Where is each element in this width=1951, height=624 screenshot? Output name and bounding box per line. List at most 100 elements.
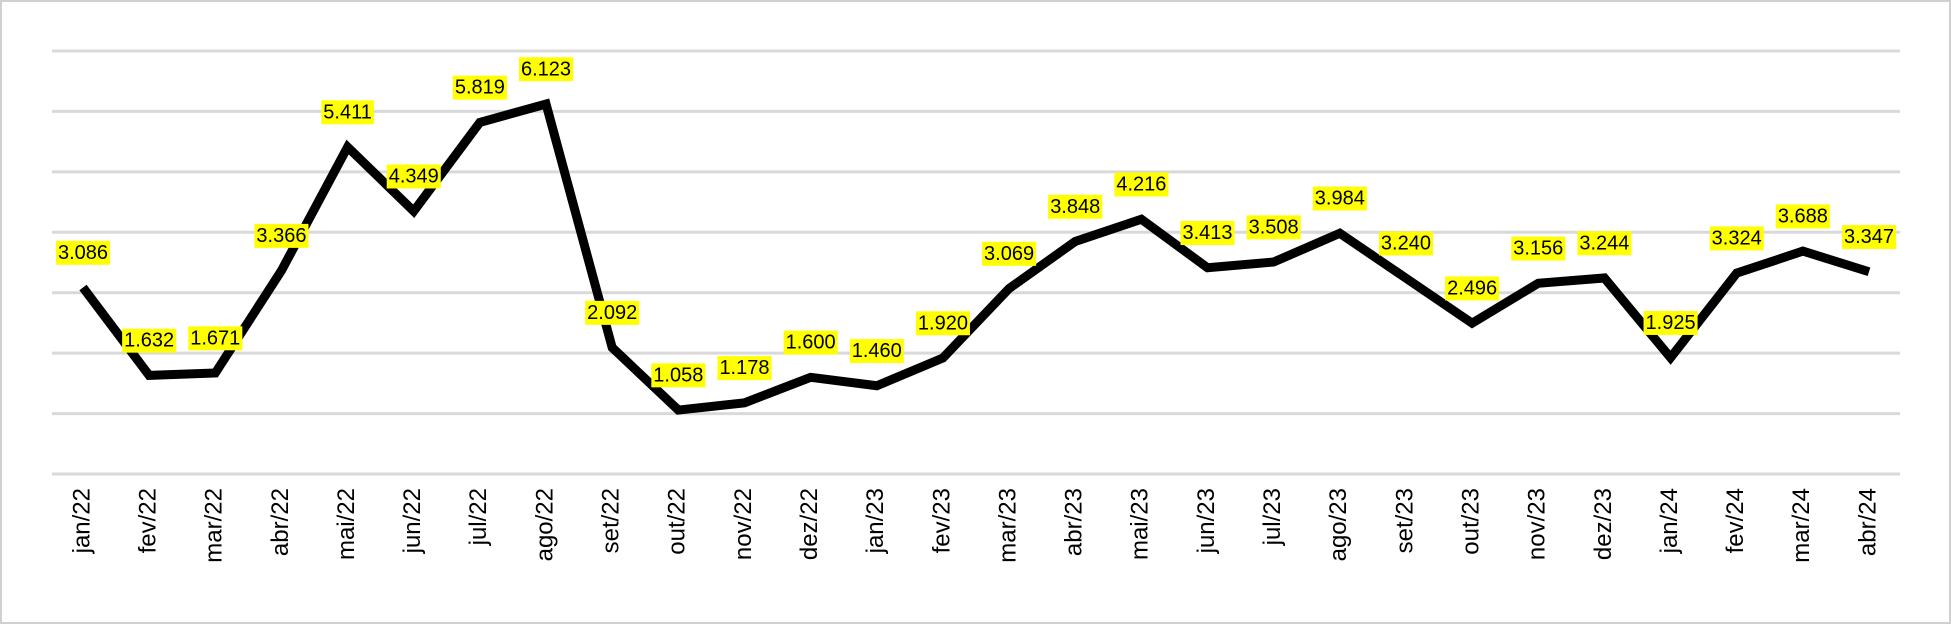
data-label-bg: [386, 164, 441, 189]
data-label-bg: [585, 300, 640, 325]
x-tick-label: jul/22: [465, 488, 492, 546]
x-tick-label: abr/23: [1061, 488, 1088, 556]
data-label-bg: [1180, 221, 1235, 246]
x-tick-label: out/23: [1457, 488, 1484, 555]
data-label-group: 6.123: [519, 57, 574, 82]
data-label-bg: [519, 57, 574, 82]
data-label-bg: [915, 311, 970, 336]
x-tick-label: set/23: [1391, 488, 1418, 553]
data-label: 1.632: [124, 330, 174, 352]
data-label-group: 3.069: [982, 241, 1037, 266]
data-label-group: 3.366: [254, 223, 309, 248]
data-label-group: 3.240: [1378, 231, 1433, 256]
x-tick-label: ago/23: [1325, 488, 1352, 561]
data-label-bg: [452, 75, 507, 100]
data-label-group: 2.496: [1445, 276, 1500, 301]
data-label: 3.347: [1844, 226, 1894, 248]
data-label-group: 3.347: [1841, 225, 1897, 250]
x-tick-label: mai/23: [1127, 488, 1154, 560]
data-label-group: 3.984: [1312, 186, 1367, 211]
x-tick-label: abr/24: [1854, 488, 1881, 556]
data-label-group: 1.632: [122, 328, 177, 353]
data-label-group: 3.413: [1180, 221, 1235, 246]
x-tick-label: abr/22: [267, 488, 294, 556]
x-tick-label: jan/23: [862, 488, 889, 554]
data-label-bg: [1378, 231, 1433, 256]
data-label-bg: [651, 363, 706, 388]
data-label-group: 5.411: [321, 100, 374, 125]
data-label: 3.086: [58, 242, 108, 264]
x-tick-label: jan/24: [1656, 488, 1683, 554]
data-label-bg: [1511, 236, 1566, 261]
data-label: 3.240: [1381, 232, 1431, 254]
x-tick-label: set/22: [598, 488, 625, 553]
data-label-bg: [1841, 225, 1897, 250]
data-label: 1.058: [653, 364, 703, 386]
x-tick-label: mar/23: [994, 488, 1021, 563]
data-label: 3.848: [1050, 196, 1100, 218]
x-tick-label: jul/23: [1259, 488, 1286, 546]
data-label: 4.216: [1116, 174, 1166, 196]
data-label: 3.413: [1182, 222, 1232, 244]
data-label: 1.460: [852, 340, 902, 362]
data-label-group: 1.058: [651, 363, 706, 388]
data-label-bg: [783, 330, 838, 355]
x-tick-label: mar/24: [1788, 488, 1815, 563]
data-label-group: 3.086: [55, 240, 111, 265]
x-tick-label: fev/23: [928, 488, 955, 553]
data-label: 3.984: [1315, 188, 1365, 210]
data-label-group: 4.216: [1114, 172, 1169, 197]
data-label-bg: [122, 328, 177, 353]
x-tick-label: dez/22: [796, 488, 823, 560]
data-label-group: 3.244: [1577, 231, 1632, 256]
data-label: 3.366: [256, 225, 306, 247]
data-label-bg: [1246, 215, 1301, 240]
data-label-group: 1.671: [188, 326, 243, 351]
data-label-group: 3.324: [1709, 226, 1764, 251]
data-label-bg: [1048, 194, 1103, 219]
data-label-group: 1.460: [849, 339, 904, 364]
data-label-bg: [1775, 204, 1830, 229]
data-label-bg: [982, 241, 1037, 266]
data-label-bg: [55, 240, 111, 265]
data-label: 3.244: [1579, 232, 1629, 254]
x-tick-label: jun/23: [1193, 488, 1220, 554]
data-label-group: 3.688: [1775, 204, 1830, 229]
data-label: 2.496: [1447, 277, 1497, 299]
x-tick-label: jan/22: [68, 488, 95, 554]
x-tick-label: fev/24: [1722, 488, 1749, 553]
data-label: 2.092: [587, 302, 637, 324]
data-label: 1.600: [786, 332, 836, 354]
data-label: 3.324: [1712, 227, 1762, 249]
data-label-bg: [717, 356, 772, 381]
data-label-group: 1.920: [915, 311, 970, 336]
data-label: 4.349: [389, 165, 439, 187]
data-label-group: 3.156: [1511, 236, 1566, 261]
x-tick-label: dez/23: [1590, 488, 1617, 560]
data-label: 3.156: [1513, 238, 1563, 260]
data-line: [79, 98, 1871, 415]
data-label: 3.508: [1249, 216, 1299, 238]
x-tick-label: mai/22: [333, 488, 360, 560]
data-label-bg: [1577, 231, 1632, 256]
data-label: 1.178: [719, 357, 769, 379]
data-label: 5.411: [323, 101, 372, 123]
data-label-bg: [254, 223, 309, 248]
data-label: 5.819: [455, 77, 505, 99]
data-label-bg: [1709, 226, 1764, 251]
data-label-group: 5.819: [452, 75, 507, 100]
x-tick-label: ago/22: [531, 488, 558, 561]
data-label-bg: [188, 326, 243, 351]
data-label: 6.123: [521, 58, 571, 80]
data-label: 1.925: [1646, 312, 1696, 334]
x-tick-label: nov/22: [730, 488, 757, 560]
x-tick-label: out/22: [664, 488, 691, 555]
data-label-group: 1.178: [717, 356, 772, 381]
x-tick-label: mar/22: [201, 488, 228, 563]
data-label: 3.688: [1778, 205, 1828, 227]
data-label-group: 2.092: [585, 300, 640, 325]
data-label-bg: [1445, 276, 1500, 301]
data-label: 3.069: [984, 243, 1034, 265]
